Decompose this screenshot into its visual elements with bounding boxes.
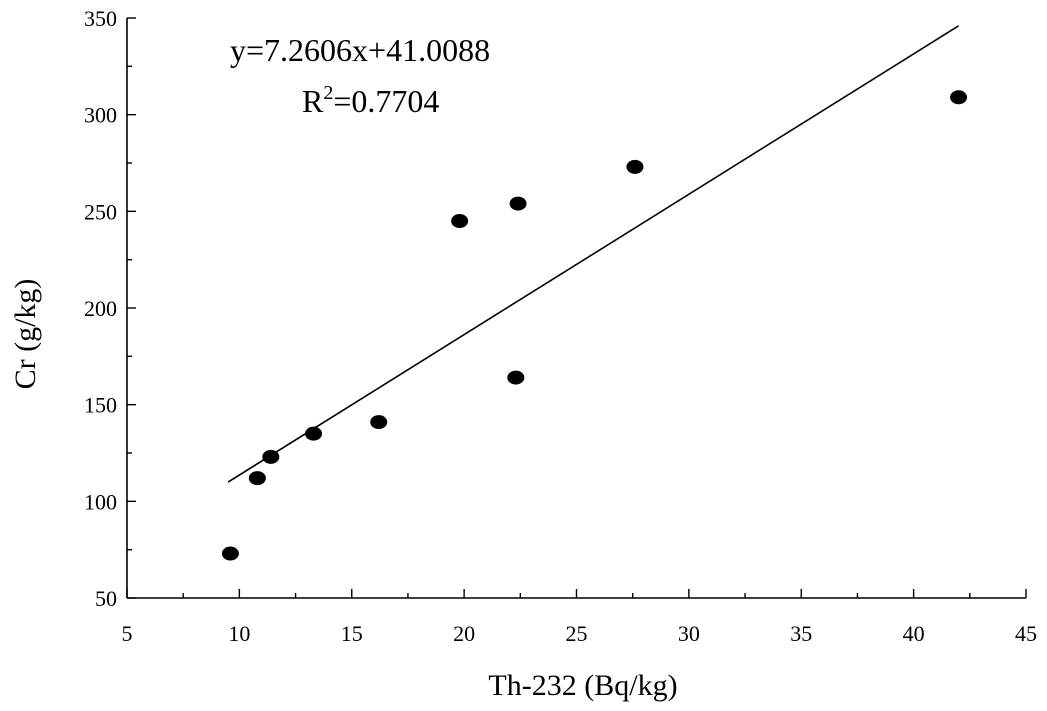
x-tick-label: 45 bbox=[1015, 621, 1037, 646]
data-point bbox=[509, 196, 527, 211]
data-point bbox=[507, 370, 525, 385]
y-tick-label: 50 bbox=[95, 586, 117, 611]
ticks bbox=[126, 17, 1027, 599]
data-point bbox=[248, 471, 266, 486]
x-tick-label: 30 bbox=[678, 621, 700, 646]
regression-equation: y=7.2606x+41.0088 bbox=[230, 32, 490, 68]
regression-line bbox=[227, 25, 959, 483]
data-point bbox=[626, 159, 644, 174]
y-tick-label: 200 bbox=[84, 296, 117, 321]
x-tick-label: 20 bbox=[453, 621, 475, 646]
data-point bbox=[305, 426, 323, 441]
data-point bbox=[950, 90, 968, 105]
data-points bbox=[221, 90, 968, 561]
x-tick-label: 35 bbox=[790, 621, 812, 646]
y-tick-label: 300 bbox=[84, 103, 117, 128]
x-tick-label: 25 bbox=[566, 621, 588, 646]
x-tick-label: 10 bbox=[228, 621, 250, 646]
y-tick-label: 350 bbox=[84, 6, 117, 31]
r-squared-label: R2=0.7704 bbox=[302, 82, 439, 119]
x-tick-label: 15 bbox=[341, 621, 363, 646]
data-point bbox=[262, 449, 280, 464]
y-tick-label: 250 bbox=[84, 199, 117, 224]
y-tick-label: 100 bbox=[84, 489, 117, 514]
data-point bbox=[451, 214, 469, 228]
data-point bbox=[221, 546, 239, 561]
x-axis-title: Th-232 (Bq/kg) bbox=[488, 669, 677, 702]
y-tick-label: 150 bbox=[84, 393, 117, 418]
tick-labels: 5 10 15 20 25 30 35 40 45 50 100 150 200 250 300 350 bbox=[84, 6, 1037, 646]
axes bbox=[126, 18, 1026, 599]
x-tick-label: 40 bbox=[903, 621, 925, 646]
x-tick-label: 5 bbox=[122, 621, 133, 646]
data-point bbox=[370, 415, 388, 430]
y-axis-title: Cr (g/kg) bbox=[9, 279, 42, 390]
